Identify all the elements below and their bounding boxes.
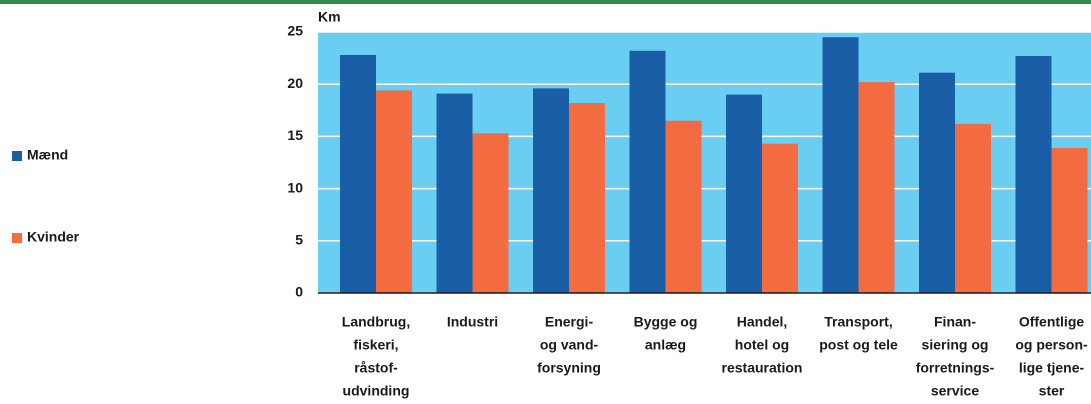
x-tick-label: lige tjene- xyxy=(1019,360,1085,376)
y-axis-label: Km xyxy=(318,9,341,25)
x-tick-label: Transport, xyxy=(824,314,892,330)
x-tick-label: Finan- xyxy=(934,314,976,330)
x-tick-label: Landbrug, xyxy=(342,314,410,330)
bar xyxy=(436,93,473,293)
y-tick-label: 0 xyxy=(295,284,303,300)
bar xyxy=(858,82,895,293)
bar xyxy=(726,94,762,293)
bar xyxy=(533,88,569,293)
legend-label: Mænd xyxy=(27,147,68,163)
bar xyxy=(472,133,509,293)
x-tick-label: service xyxy=(931,383,979,399)
x-tick-label: Bygge og xyxy=(634,314,698,330)
x-tick-label: siering og xyxy=(922,337,989,353)
bar xyxy=(376,90,412,294)
legend-swatch xyxy=(12,233,22,243)
x-tick-label: og vand- xyxy=(540,337,599,353)
bar xyxy=(665,120,702,294)
bar xyxy=(340,54,376,293)
y-tick-label: 5 xyxy=(295,232,303,248)
bar xyxy=(919,72,955,293)
y-tick-label: 25 xyxy=(287,23,303,39)
bar xyxy=(569,102,605,293)
x-tick-label: Industri xyxy=(447,314,498,330)
x-tick-label: Handel, xyxy=(737,314,788,330)
legend-swatch xyxy=(12,151,22,161)
bar xyxy=(762,143,798,293)
x-tick-label: forsyning xyxy=(537,360,601,376)
x-tick-label: restauration xyxy=(722,360,803,376)
legend-label: Kvinder xyxy=(27,229,80,245)
x-tick-label: råstof- xyxy=(354,360,398,376)
bar xyxy=(822,37,859,293)
x-tick-label: Energi- xyxy=(545,314,594,330)
y-tick-label: 20 xyxy=(287,75,303,91)
bar xyxy=(1051,147,1088,293)
top-rule xyxy=(0,0,1091,4)
x-tick-label: ster xyxy=(1039,383,1065,399)
bar xyxy=(629,50,666,294)
x-tick-label: post og tele xyxy=(819,337,898,353)
x-tick-label: anlæg xyxy=(645,337,686,353)
x-tick-label: hotel og xyxy=(735,337,789,353)
y-tick-label: 10 xyxy=(287,179,303,195)
bar xyxy=(1015,56,1052,294)
x-tick-label: og person- xyxy=(1015,337,1088,353)
x-tick-label: fiskeri, xyxy=(353,337,398,353)
x-tick-label: forretnings- xyxy=(916,360,995,376)
bar xyxy=(955,123,991,293)
y-tick-label: 15 xyxy=(287,127,303,143)
x-tick-label: Offentlige xyxy=(1019,314,1085,330)
x-tick-label: udvinding xyxy=(343,383,410,399)
